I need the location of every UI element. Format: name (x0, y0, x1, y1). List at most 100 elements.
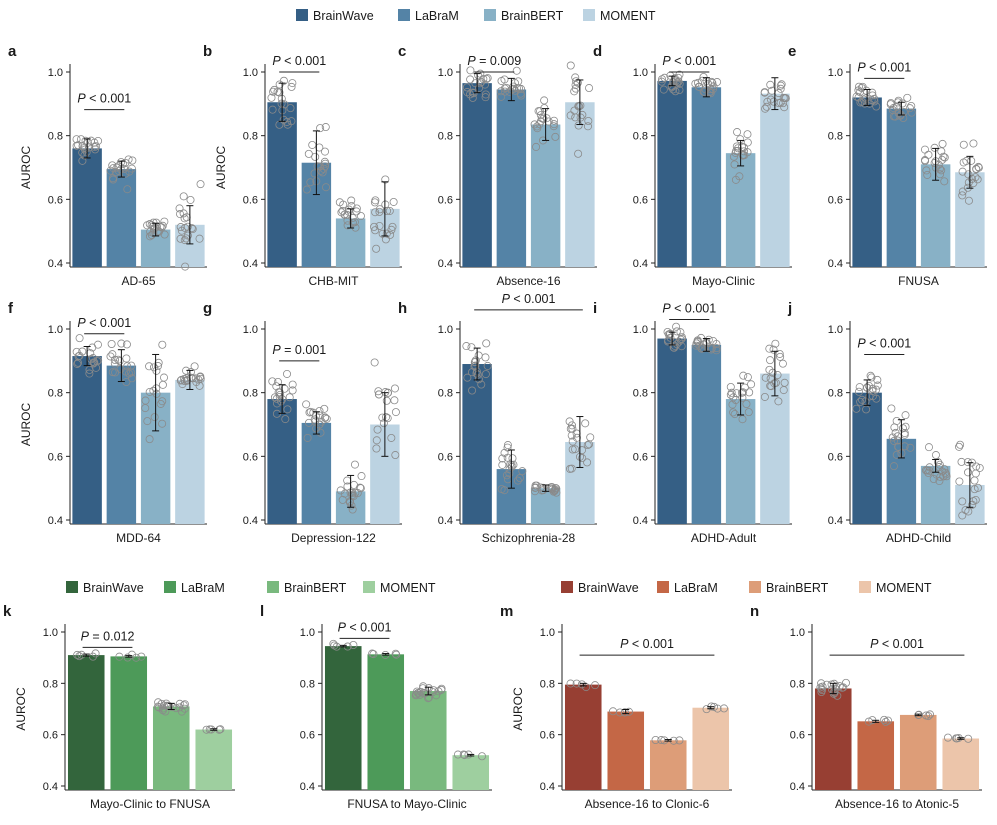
data-point (387, 433, 396, 442)
data-point (940, 153, 949, 162)
data-point (858, 395, 867, 404)
data-point (708, 85, 717, 94)
p-value: < 0.001 (86, 316, 132, 330)
data-point (476, 79, 485, 88)
data-point (311, 152, 320, 161)
panel-letter: i (593, 300, 597, 317)
data-point (914, 711, 923, 720)
data-point (107, 339, 116, 348)
legend-swatch (859, 581, 871, 593)
data-point (127, 164, 136, 173)
p-value: < 0.001 (346, 620, 392, 634)
data-point (498, 454, 507, 463)
data-point (943, 733, 952, 742)
data-point (374, 387, 383, 396)
y-tick-label: 1.0 (438, 67, 453, 79)
data-point (920, 156, 929, 165)
bar-labram (106, 169, 137, 267)
p-value: < 0.001 (510, 292, 556, 306)
data-point (270, 393, 279, 402)
data-point (581, 419, 590, 428)
x-axis-label: Absence-16 (496, 274, 560, 288)
data-point (317, 417, 326, 426)
x-axis-label: Absence-16 to Clonic-6 (585, 797, 710, 811)
data-point (970, 485, 979, 494)
data-point (568, 445, 577, 454)
legend-green: BrainWave LaBraM BrainBERT MOMENT (66, 581, 436, 595)
data-point (906, 443, 915, 452)
data-point (830, 688, 839, 697)
data-point (952, 734, 961, 743)
legend-swatch (164, 581, 176, 593)
p-value: = 0.001 (281, 343, 327, 357)
data-point (158, 221, 167, 230)
data-point (93, 357, 102, 366)
data-point (356, 483, 365, 492)
y-tick-label: 0.4 (438, 258, 453, 270)
data-point (383, 414, 392, 423)
data-point (835, 682, 844, 691)
data-point (462, 83, 471, 92)
data-point (776, 352, 785, 361)
bar-brainwave (67, 655, 105, 790)
data-point (972, 164, 981, 173)
data-point (321, 147, 330, 156)
data-point (371, 226, 380, 235)
data-point (462, 342, 471, 351)
data-point (971, 495, 980, 504)
data-point (672, 322, 681, 331)
p-symbol: P (81, 629, 90, 643)
data-point (536, 111, 545, 120)
data-point (574, 121, 583, 130)
data-point (302, 185, 311, 194)
data-point (898, 424, 907, 433)
p-symbol: P (338, 620, 347, 634)
data-point (726, 382, 735, 391)
data-point (771, 339, 780, 348)
panel-c: c 0.4 0.6 0.8 1.0 Absence-16 P = 0.009 (398, 43, 597, 288)
data-point (482, 339, 491, 348)
bar-labram (367, 654, 405, 790)
data-point (172, 704, 181, 713)
data-point (483, 361, 492, 370)
data-point (930, 143, 939, 152)
data-point (873, 381, 882, 390)
data-point (747, 380, 756, 389)
data-point (268, 105, 277, 114)
data-point (308, 140, 317, 149)
data-point (338, 495, 347, 504)
p-value-label: P < 0.001 (870, 637, 924, 651)
data-point (156, 399, 165, 408)
data-point (123, 362, 132, 371)
data-point (583, 458, 592, 467)
data-point (178, 380, 187, 389)
data-point (112, 163, 121, 172)
data-point (832, 682, 841, 691)
legend-label: BrainWave (313, 9, 374, 23)
data-point (158, 706, 167, 715)
data-point (322, 414, 331, 423)
data-point (964, 196, 973, 205)
data-point (470, 358, 479, 367)
data-point (658, 75, 667, 84)
data-point (708, 79, 717, 88)
data-point (776, 81, 785, 90)
data-point (670, 343, 679, 352)
data-point (158, 380, 167, 389)
data-point (536, 107, 545, 116)
y-tick-label: 1.0 (633, 67, 648, 79)
data-point (743, 138, 752, 147)
bar-moment (565, 102, 595, 267)
x-axis-label: Mayo-Clinic to FNUSA (90, 797, 210, 811)
y-tick-label: 0.6 (828, 194, 843, 206)
y-tick-label: 0.8 (790, 678, 805, 690)
data-point (864, 717, 873, 726)
data-point (974, 162, 983, 171)
data-point (695, 341, 704, 350)
data-point (372, 444, 381, 453)
data-point (924, 712, 933, 721)
data-point (287, 82, 296, 91)
data-point (773, 371, 782, 380)
data-point (481, 90, 490, 99)
bar-brainbert (899, 714, 937, 790)
